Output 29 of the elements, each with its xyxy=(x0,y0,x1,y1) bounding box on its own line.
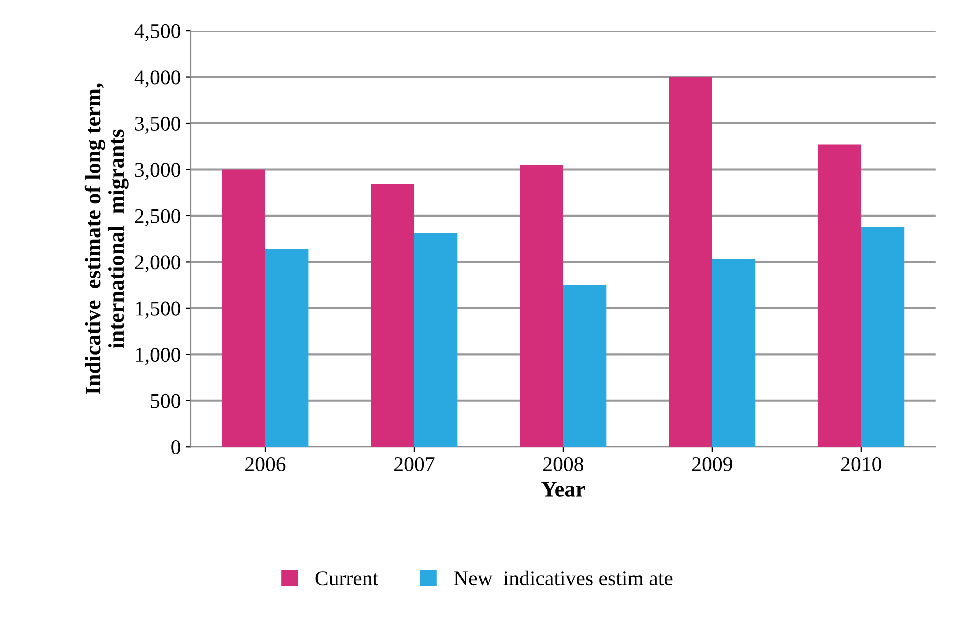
bar xyxy=(818,144,862,448)
y-tick-label: 1,500 xyxy=(136,302,180,319)
y-tick-label: 500 xyxy=(151,394,180,408)
y-tick-label: 2,500 xyxy=(135,209,180,226)
bar xyxy=(371,184,414,448)
x-tick-label: 2007 xyxy=(394,457,435,472)
x-tick-label: 2009 xyxy=(692,457,732,472)
y-tick-label: 3,500 xyxy=(135,116,180,134)
bar xyxy=(712,259,756,448)
bar xyxy=(861,227,905,448)
x-axis-title: Year xyxy=(542,482,586,497)
bar xyxy=(414,234,458,448)
y-tick-label: 1,000 xyxy=(136,348,180,366)
y-tick-label: 2,000 xyxy=(135,256,180,273)
x-tick-label: 2008 xyxy=(544,457,584,472)
y-tick-label: 0 xyxy=(172,440,180,455)
y-axis-title: Indicative estimate of long term, international migrants xyxy=(84,84,129,394)
legend-label: New indicatives estim ate xyxy=(454,570,673,586)
bar xyxy=(222,170,266,448)
bar xyxy=(669,77,712,448)
x-tick-label: 2010 xyxy=(841,457,882,472)
bar xyxy=(265,249,309,448)
y-tick-label: 3,000 xyxy=(135,163,180,180)
x-tick-label: 2006 xyxy=(246,457,286,472)
y-tick-label: 4,000 xyxy=(134,70,180,88)
bar xyxy=(563,285,607,448)
bar xyxy=(520,165,564,448)
legend-label: Current xyxy=(316,572,378,586)
y-tick-label: 4,500 xyxy=(134,24,180,42)
